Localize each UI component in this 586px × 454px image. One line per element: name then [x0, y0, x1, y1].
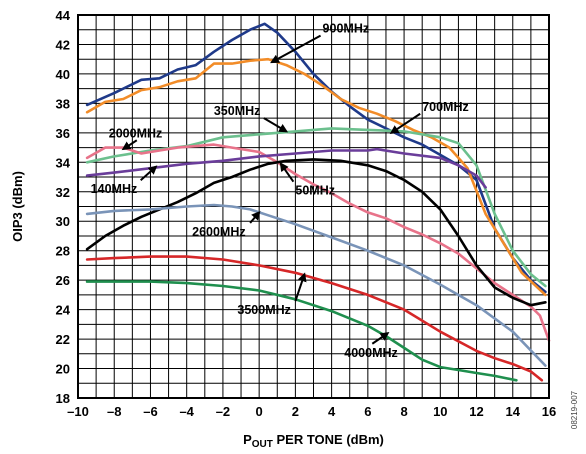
x-tick-label: 2 [292, 404, 299, 419]
annotation-arrow [371, 332, 390, 345]
annotation-arrow [294, 272, 307, 302]
x-tick-label: 8 [400, 404, 407, 419]
grid [77, 14, 550, 399]
annotation-label-140mhz: 140MHz [91, 182, 138, 196]
y-tick-label: 30 [56, 214, 70, 229]
series-line-900mhz [85, 22, 547, 294]
annotation-label-3500mhz: 3500MHz [237, 303, 291, 317]
x-tick-label: –6 [143, 404, 157, 419]
x-axis-title: POUT PER TONE (dBm) [243, 432, 384, 450]
y-tick-label: 40 [56, 67, 70, 82]
annotation-arrow [270, 34, 322, 64]
x-tick-label: –8 [107, 404, 121, 419]
series-line-3500mhz [85, 255, 544, 382]
y-tick-label: 24 [56, 303, 71, 318]
y-tick-label: 36 [56, 126, 70, 141]
y-tick-label: 38 [56, 96, 70, 111]
x-tick-label: 6 [364, 404, 371, 419]
x-tick-label: 10 [433, 404, 447, 419]
x-tick-label: 14 [506, 404, 521, 419]
annotation-label-2000mhz: 2000MHz [109, 126, 162, 140]
y-tick-label: 26 [56, 273, 70, 288]
annotation-arrow [263, 117, 289, 133]
series-lines [85, 22, 551, 382]
x-tick-label: 4 [328, 404, 336, 419]
x-axis-title-main: P [243, 432, 252, 447]
x-axis-title-rest: PER TONE (dBm) [273, 432, 384, 447]
y-tick-label: 28 [56, 244, 70, 259]
y-tick-label: 42 [56, 37, 70, 52]
annotation-arrow [249, 210, 261, 224]
x-tick-label: –4 [179, 404, 194, 419]
annotation-label-2600mhz: 2600MHz [192, 225, 246, 239]
series-line-4000mhz [85, 280, 518, 382]
y-tick-label: 32 [56, 185, 70, 200]
annotation-arrow [121, 139, 138, 151]
tick-labels: –10 –8 –6 –4 –2 0 2 4 6 8 10 12 14 161820222426283032… [56, 8, 557, 419]
y-tick-label: 34 [56, 155, 71, 170]
plot-frame [77, 14, 550, 399]
annotation-label-700mhz: 700MHz [422, 100, 469, 114]
y-tick-label: 18 [56, 391, 70, 406]
series-line-140mhz [85, 147, 487, 189]
annotation-arrow [279, 162, 295, 183]
annotation-arrow [140, 165, 158, 181]
y-tick-label: 20 [56, 362, 70, 377]
annotation-arrow [389, 112, 421, 134]
x-tick-label: 12 [469, 404, 483, 419]
x-tick-label: –2 [216, 404, 230, 419]
annotation-label-900mhz: 900MHz [323, 22, 370, 36]
x-tick-label: 0 [256, 404, 263, 419]
y-tick-label: 22 [56, 332, 70, 347]
figure-id: 08219-007 [570, 390, 579, 429]
annotations: 900MHz 700MHz 350MHz 2000MHz 140MHz 50MHz 2600… [91, 22, 469, 360]
annotation-label-50mhz: 50MHz [295, 184, 335, 198]
annotation-label-350mhz: 350MHz [214, 104, 261, 118]
x-tick-label: 16 [542, 404, 556, 419]
y-axis-title: OIP3 (dBm) [10, 171, 25, 242]
y-tick-label: 44 [56, 8, 71, 23]
x-axis-title-subscript: OUT [252, 439, 273, 450]
annotation-label-4000mhz: 4000MHz [344, 346, 398, 360]
series-line-700mhz [85, 57, 547, 297]
x-tick-label: –10 [67, 404, 89, 419]
series-line-2600mhz [85, 203, 547, 367]
